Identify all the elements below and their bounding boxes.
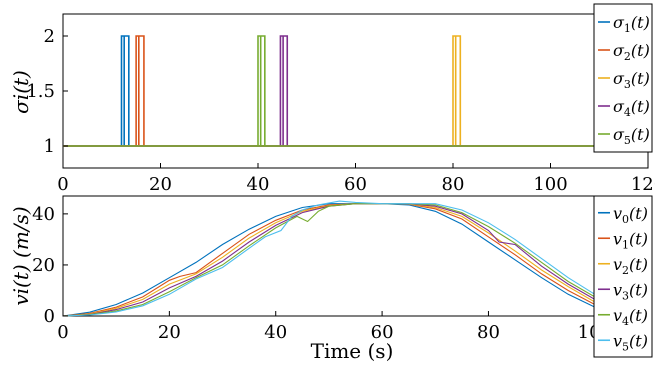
sigma-2-pulse-line bbox=[135, 35, 145, 146]
y-tick-label: 1 bbox=[44, 136, 55, 157]
velocity-y-ticks: 0 20 40 bbox=[32, 204, 68, 327]
legend-box bbox=[593, 195, 653, 358]
legend-entry: σ2(t) bbox=[613, 41, 650, 63]
legend-entry: v3(t) bbox=[613, 280, 648, 302]
velocity-series-group bbox=[62, 200, 649, 317]
y-tick-label: 1.5 bbox=[26, 81, 55, 102]
velocity-y-axis-label: vi(t) (m/s) bbox=[9, 206, 33, 305]
sigma-x-ticks: 0 20 40 60 80 100 120 bbox=[57, 163, 655, 195]
velocity-5-line bbox=[62, 200, 649, 317]
x-tick-label: 40 bbox=[264, 322, 287, 343]
velocity-4-line bbox=[62, 203, 649, 317]
legend-entry: v4(t) bbox=[613, 306, 648, 328]
sigma-y-axis-label: σi(t) bbox=[9, 70, 33, 114]
sigma-y-ticks: 11.52 bbox=[26, 26, 68, 157]
x-tick-label: 100 bbox=[533, 174, 567, 195]
legend-entry: σ1(t) bbox=[613, 13, 650, 35]
x-tick-label: 40 bbox=[247, 174, 270, 195]
y-tick-label: 2 bbox=[44, 26, 55, 47]
sigma-panel: 020406080100120 11.52 σi(t) σ1(t)σ2(t)σ3… bbox=[9, 3, 655, 195]
x-tick-label: 20 bbox=[158, 322, 181, 343]
legend-entry: σ4(t) bbox=[613, 97, 650, 119]
x-tick-label: 60 bbox=[371, 322, 394, 343]
sigma-1-pulse-line bbox=[120, 35, 130, 146]
x-tick-label: 60 bbox=[344, 174, 367, 195]
x-tick-label: 20 bbox=[149, 174, 172, 195]
velocity-x-axis-label: Time (s) bbox=[311, 339, 394, 363]
legend-entry: σ3(t) bbox=[613, 69, 650, 91]
sigma-plot-frame bbox=[62, 13, 649, 169]
legend-entry: σ5(t) bbox=[613, 125, 650, 147]
x-tick-label: 0 bbox=[57, 322, 68, 343]
legend-entry: v2(t) bbox=[613, 255, 648, 277]
x-tick-label: 0 bbox=[57, 174, 68, 195]
sigma-3-pulse-line bbox=[452, 35, 462, 146]
legend-entry: v5(t) bbox=[613, 331, 648, 353]
sigma-series-group bbox=[63, 35, 648, 147]
x-tick-label: 80 bbox=[442, 174, 465, 195]
velocity-legend: v0(t) v1(t) v2(t) v3(t) v4(t) v5(t) bbox=[593, 195, 653, 358]
y-tick-label: 40 bbox=[32, 204, 55, 225]
legend-entry: v0(t) bbox=[613, 204, 648, 226]
x-tick-label: 120 bbox=[631, 174, 655, 195]
legend-entry: v1(t) bbox=[613, 229, 648, 251]
y-tick-label: 20 bbox=[32, 255, 55, 276]
sigma-legend: σ1(t) σ2(t) σ3(t) σ4(t) σ5(t) bbox=[593, 3, 653, 153]
y-tick-label: 0 bbox=[44, 306, 55, 327]
x-tick-label: 80 bbox=[477, 322, 500, 343]
